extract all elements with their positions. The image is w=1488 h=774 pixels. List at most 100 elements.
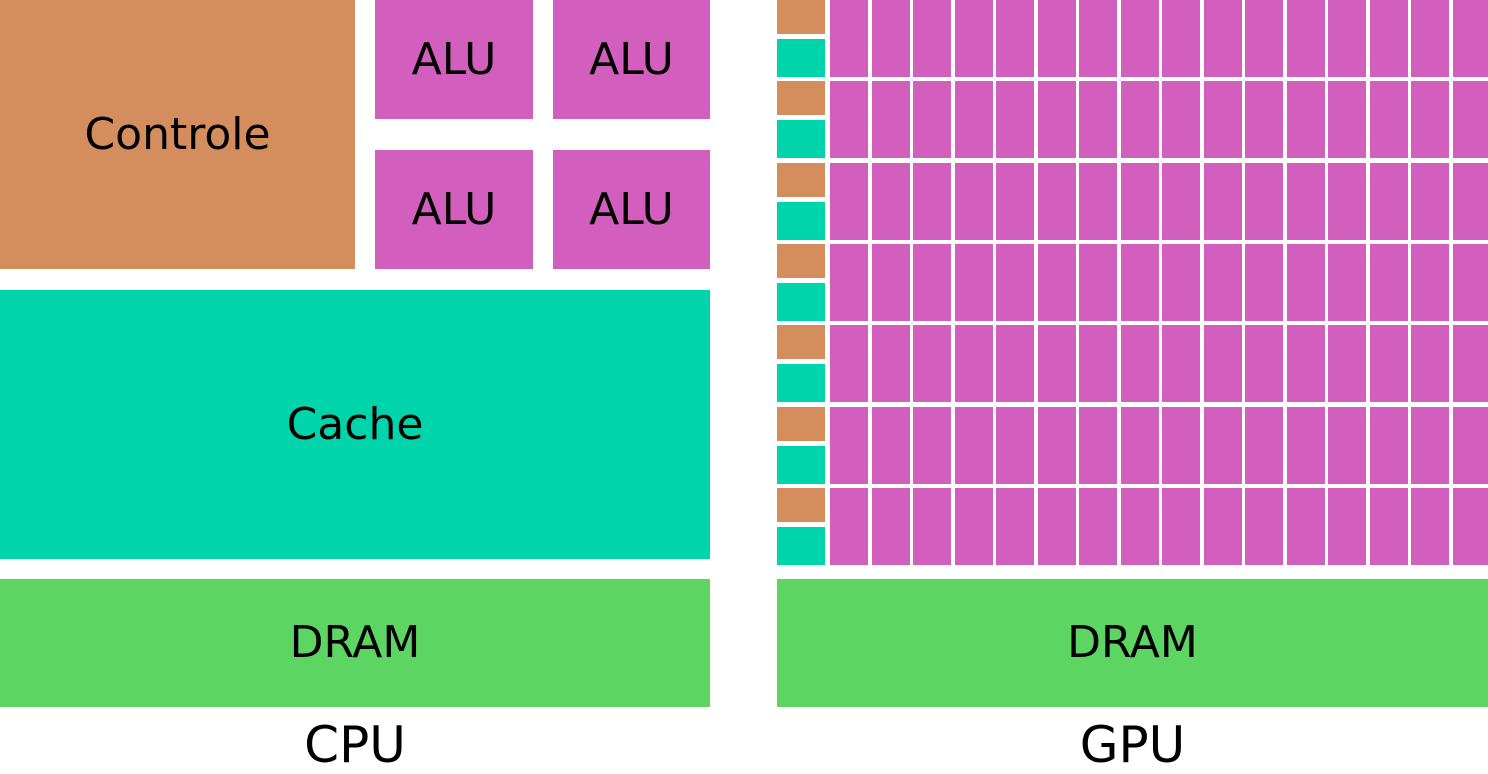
gpu-alu-cell xyxy=(1370,244,1408,321)
gpu-alu-cell xyxy=(1162,81,1200,158)
gpu-alu-cell xyxy=(1204,0,1242,77)
cpu-control-label: Controle xyxy=(84,108,271,160)
gpu-alu-cell xyxy=(913,163,951,240)
cpu-alu-block: ALU xyxy=(553,0,710,119)
gpu-alu-cell xyxy=(1079,0,1117,77)
gpu-alu-cell xyxy=(955,488,993,565)
gpu-dram-label: DRAM xyxy=(1067,617,1198,668)
gpu-alu-cell xyxy=(1328,163,1366,240)
gpu-alu-cell xyxy=(1287,244,1325,321)
gpu-alu-cell xyxy=(830,163,868,240)
gpu-alu-cell xyxy=(1245,244,1283,321)
gpu-control-cell xyxy=(777,407,825,441)
gpu-alu-cell xyxy=(913,0,951,77)
cpu-alu-block: ALU xyxy=(375,150,533,269)
cpu-alu-label: ALU xyxy=(411,183,497,235)
gpu-alu-cell xyxy=(1162,163,1200,240)
gpu-alu-cell xyxy=(955,407,993,484)
gpu-alu-cell xyxy=(872,0,910,77)
gpu-alu-cell xyxy=(996,407,1034,484)
gpu-control-cell xyxy=(777,81,825,115)
gpu-alu-cell xyxy=(1038,407,1076,484)
gpu-alu-cell xyxy=(1453,407,1488,484)
cpu-control-block: Controle xyxy=(0,0,355,269)
gpu-alu-cell xyxy=(1328,81,1366,158)
gpu-cache-cell xyxy=(777,527,825,565)
gpu-alu-cell xyxy=(1287,81,1325,158)
gpu-control-cell xyxy=(777,163,825,197)
gpu-alu-cell xyxy=(996,163,1034,240)
gpu-alu-cell xyxy=(1079,325,1117,402)
gpu-cache-cell xyxy=(777,202,825,240)
cpu-alu-label: ALU xyxy=(589,33,674,85)
gpu-alu-cell xyxy=(872,81,910,158)
gpu-alu-cell xyxy=(1121,163,1159,240)
gpu-alu-cell xyxy=(1204,325,1242,402)
gpu-control-cell xyxy=(777,244,825,278)
gpu-alu-cell xyxy=(1328,407,1366,484)
gpu-alu-cell xyxy=(955,81,993,158)
gpu-alu-cell xyxy=(1245,488,1283,565)
gpu-cache-cell xyxy=(777,364,825,402)
gpu-alu-cell xyxy=(913,81,951,158)
gpu-alu-cell xyxy=(1245,325,1283,402)
gpu-alu-cell xyxy=(1453,81,1488,158)
cpu-cache-label: Cache xyxy=(286,398,424,450)
gpu-alu-cell xyxy=(1287,407,1325,484)
gpu-caption: GPU xyxy=(1079,716,1186,774)
gpu-alu-cell xyxy=(913,488,951,565)
gpu-alu-cell xyxy=(913,244,951,321)
gpu-alu-cell xyxy=(830,488,868,565)
gpu-alu-cell xyxy=(1370,81,1408,158)
gpu-alu-cell xyxy=(1411,488,1449,565)
gpu-alu-cell xyxy=(955,163,993,240)
gpu-alu-cell xyxy=(872,244,910,321)
gpu-alu-cell xyxy=(1287,325,1325,402)
gpu-alu-cell xyxy=(913,325,951,402)
gpu-alu-cell xyxy=(996,0,1034,77)
gpu-alu-cell xyxy=(1038,81,1076,158)
gpu-alu-cell xyxy=(1162,0,1200,77)
gpu-alu-cell xyxy=(1079,488,1117,565)
gpu-alu-cell xyxy=(1162,407,1200,484)
gpu-alu-cell xyxy=(1245,163,1283,240)
gpu-alu-cell xyxy=(1411,0,1449,77)
gpu-alu-cell xyxy=(1328,244,1366,321)
gpu-alu-cell xyxy=(1038,488,1076,565)
gpu-alu-cell xyxy=(996,325,1034,402)
gpu-alu-cell xyxy=(1121,81,1159,158)
gpu-alu-cell xyxy=(1079,244,1117,321)
gpu-alu-cell xyxy=(1370,0,1408,77)
gpu-alu-cell xyxy=(872,407,910,484)
gpu-alu-cell xyxy=(1453,325,1488,402)
gpu-alu-cell xyxy=(955,325,993,402)
gpu-alu-cell xyxy=(872,325,910,402)
gpu-alu-cell xyxy=(830,81,868,158)
gpu-alu-cell xyxy=(1411,163,1449,240)
gpu-control-cell xyxy=(777,0,825,34)
gpu-alu-cell xyxy=(1453,488,1488,565)
gpu-control-cell xyxy=(777,325,825,359)
gpu-alu-cell xyxy=(1328,0,1366,77)
gpu-alu-cell xyxy=(1038,163,1076,240)
gpu-alu-cell xyxy=(1245,81,1283,158)
gpu-alu-cell xyxy=(1411,244,1449,321)
gpu-cache-cell xyxy=(777,283,825,321)
gpu-alu-cell xyxy=(1121,325,1159,402)
gpu-alu-cell xyxy=(1162,325,1200,402)
gpu-alu-cell xyxy=(1453,163,1488,240)
gpu-alu-cell xyxy=(1370,325,1408,402)
gpu-alu-cell xyxy=(1162,488,1200,565)
gpu-alu-cell xyxy=(1121,488,1159,565)
gpu-alu-cell xyxy=(1328,488,1366,565)
gpu-alu-cell xyxy=(1204,163,1242,240)
gpu-alu-cell xyxy=(1411,325,1449,402)
gpu-alu-cell xyxy=(1079,163,1117,240)
gpu-alu-cell xyxy=(1370,163,1408,240)
gpu-alu-cell xyxy=(1370,488,1408,565)
gpu-alu-cell xyxy=(955,0,993,77)
gpu-cache-cell xyxy=(777,39,825,77)
gpu-alu-cell xyxy=(1204,244,1242,321)
cpu-caption: CPU xyxy=(304,716,406,774)
